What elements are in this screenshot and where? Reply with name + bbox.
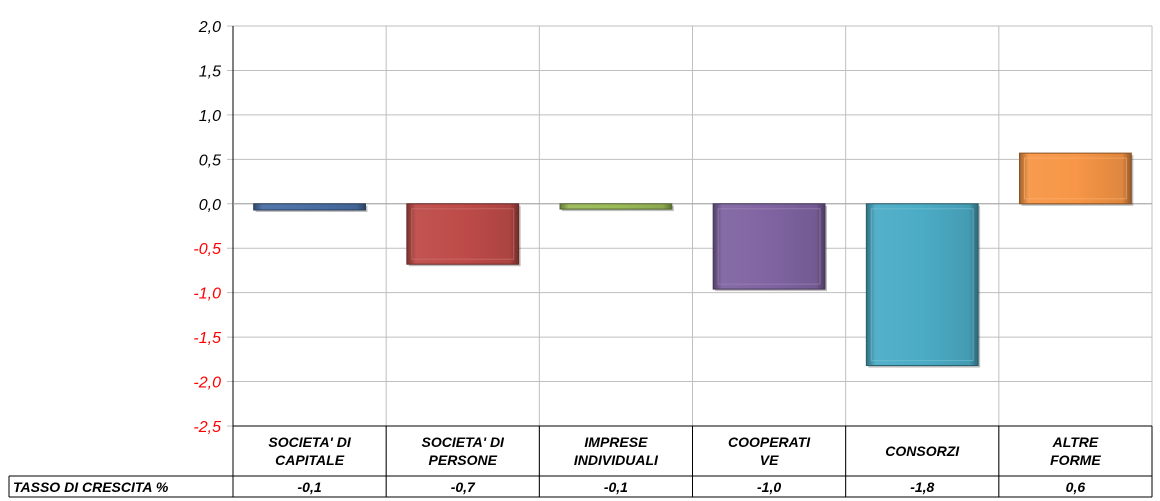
bar <box>253 203 368 212</box>
y-tick-label: -1,0 <box>193 286 221 303</box>
y-tick-label: -2,5 <box>193 419 221 436</box>
bar-series <box>253 152 1134 368</box>
bar-bevel <box>717 208 821 285</box>
bar <box>1019 152 1134 206</box>
x-tick-label: FORME <box>1050 452 1101 468</box>
bar-body <box>253 203 366 211</box>
x-tick-label: VE <box>760 452 779 468</box>
y-tick-label: -1,5 <box>193 330 221 347</box>
bar <box>865 203 981 368</box>
data-table: SOCIETA' DI CAPITALE SOCIETA' DI PERSONE IMP… <box>8 425 1153 498</box>
bar-bevel <box>870 208 974 362</box>
x-tick-label: CONSORZI <box>885 443 960 459</box>
bar <box>406 203 521 267</box>
x-tick-label: IMPRESE <box>584 434 648 450</box>
x-tick-label: COOPERATI <box>728 434 811 450</box>
bar <box>712 203 827 292</box>
bar-body <box>559 203 673 210</box>
x-tick-label: SOCIETA' DI <box>268 434 352 450</box>
y-tick-label: 0,5 <box>199 152 221 169</box>
x-tick-label: CAPITALE <box>275 452 345 468</box>
bar-bevel <box>411 208 515 260</box>
x-tick-label: ALTRE <box>1052 434 1099 450</box>
y-axis-ticks: 2,0 1,5 1,0 0,5 0,0 -0,5 -1,0 -1,5 -2,0 -2,5 <box>193 19 221 436</box>
y-tick-label: 1,0 <box>199 108 221 125</box>
bar <box>559 203 674 212</box>
bar-body <box>865 203 979 367</box>
table-row-label: TASSO DI CRESCITA % <box>13 479 169 495</box>
y-tick-label: 1,5 <box>199 63 221 80</box>
table-value: -0,1 <box>298 479 322 495</box>
x-tick-label: INDIVIDUALI <box>574 452 659 468</box>
grid-lines <box>227 25 1153 497</box>
table-value: 0,6 <box>1066 479 1086 495</box>
y-tick-label: -0,5 <box>193 241 221 258</box>
table-value: -0,7 <box>451 479 476 495</box>
bar-body <box>1019 152 1132 205</box>
y-tick-label: 0,0 <box>199 197 221 214</box>
bar-body <box>712 203 826 290</box>
table-value: -1,8 <box>910 479 934 495</box>
x-tick-label: SOCIETA' DI <box>422 434 506 450</box>
y-tick-label: 2,0 <box>198 19 221 36</box>
bar-bevel <box>1024 157 1127 200</box>
table-value: -1,0 <box>757 479 781 495</box>
table-value: -0,1 <box>604 479 628 495</box>
x-tick-label: PERSONE <box>429 452 498 468</box>
bar-body <box>406 203 520 265</box>
y-tick-label: -2,0 <box>193 375 221 392</box>
